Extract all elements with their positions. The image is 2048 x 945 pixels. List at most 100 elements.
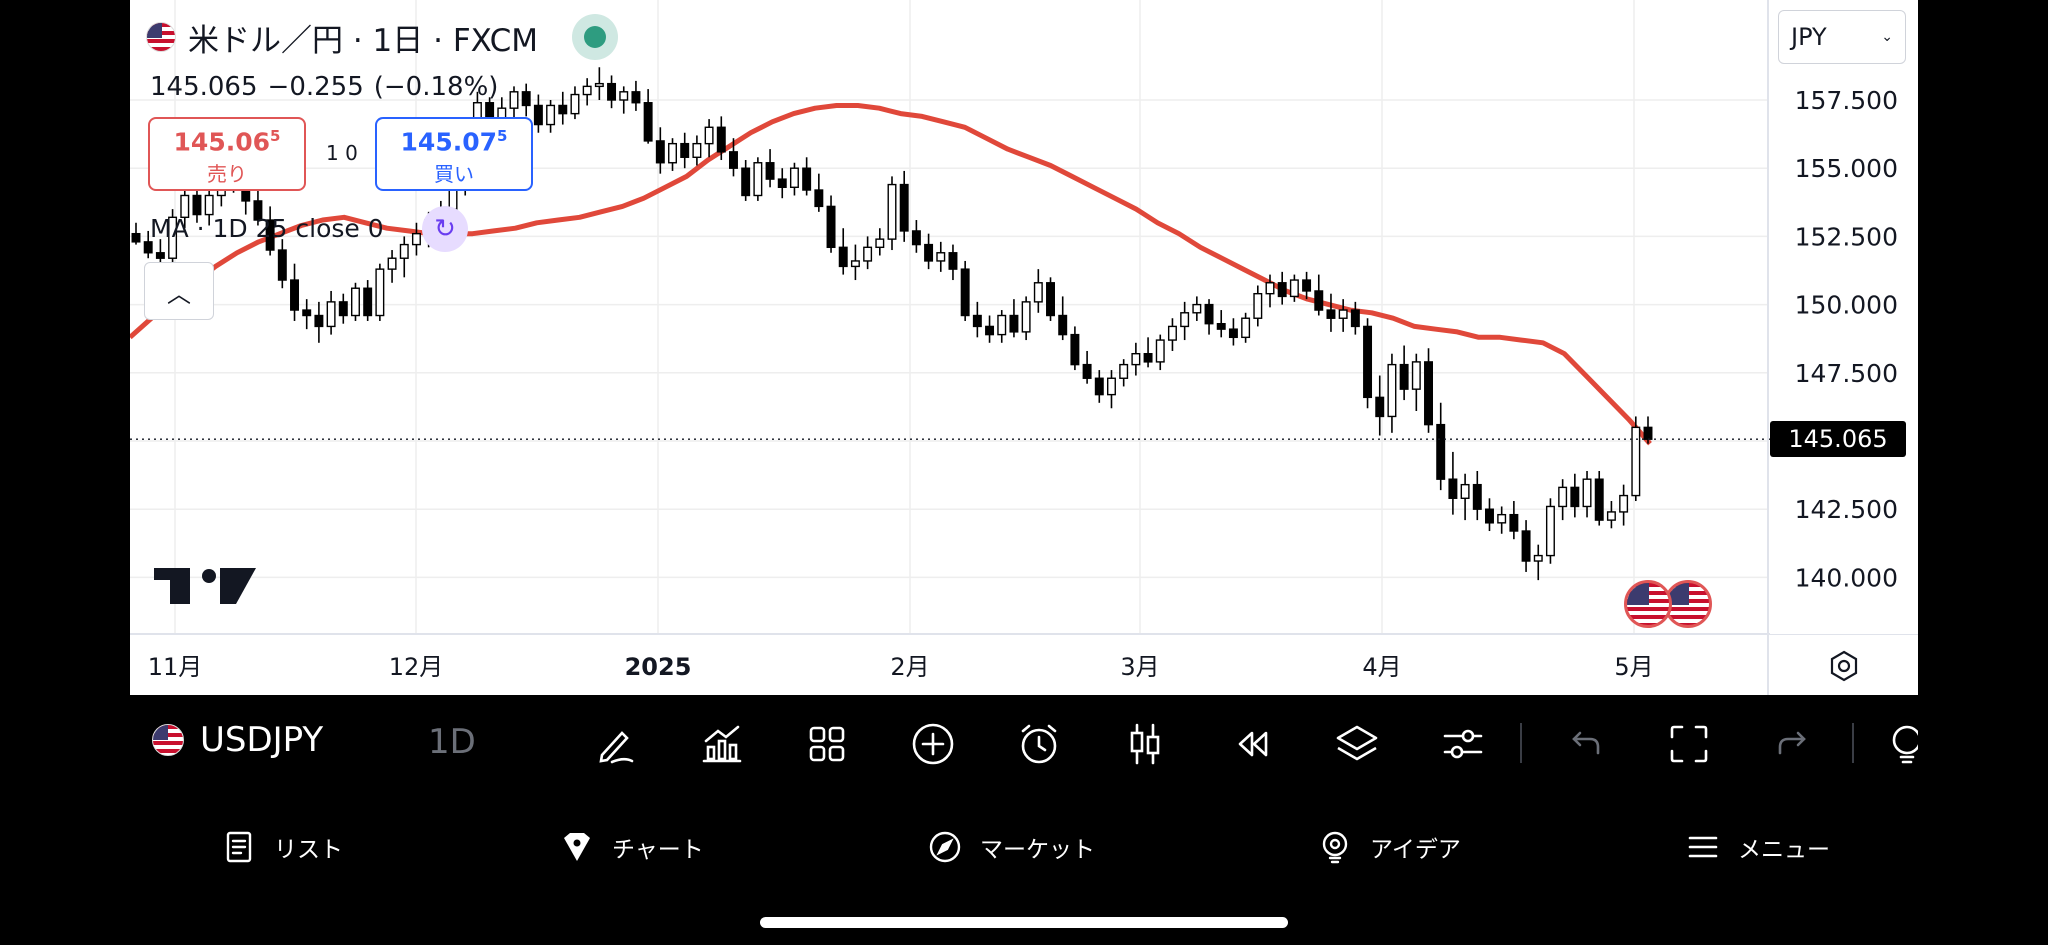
replay-icon[interactable] [1228, 721, 1274, 767]
candle[interactable] [1338, 299, 1348, 332]
candle[interactable] [802, 157, 812, 196]
candle[interactable] [521, 83, 531, 117]
candle-type-icon[interactable] [1122, 721, 1168, 767]
candle[interactable] [558, 91, 568, 125]
candle[interactable] [631, 80, 641, 111]
candle[interactable] [1424, 348, 1433, 433]
candle[interactable] [338, 293, 348, 324]
candle[interactable] [1131, 342, 1141, 376]
candle[interactable] [1009, 299, 1019, 338]
undo-icon[interactable] [1560, 721, 1606, 767]
us-event-flag-icon[interactable] [1624, 580, 1672, 628]
candle[interactable] [1033, 269, 1043, 313]
candle[interactable] [1107, 370, 1116, 409]
candle[interactable] [899, 170, 909, 242]
candle[interactable] [997, 310, 1007, 343]
candle[interactable] [1046, 277, 1055, 321]
ma-indicator-legend[interactable]: MA · 1D 25 close 0 [150, 214, 384, 243]
candle[interactable] [1411, 353, 1421, 411]
nav-list[interactable]: リスト [222, 830, 343, 864]
chart-settings-icon[interactable] [1828, 650, 1860, 682]
collapse-legend-button[interactable]: ︿ [144, 262, 214, 320]
candle[interactable] [1631, 416, 1641, 502]
candle[interactable] [777, 168, 787, 199]
candle[interactable] [387, 250, 397, 283]
candle[interactable] [753, 157, 763, 201]
candle[interactable] [716, 116, 726, 161]
candle[interactable] [314, 301, 324, 343]
candle[interactable] [546, 100, 556, 133]
candle[interactable] [692, 135, 702, 166]
candle[interactable] [741, 160, 751, 201]
candle[interactable] [1606, 501, 1616, 529]
candle[interactable] [509, 86, 519, 120]
candle[interactable] [351, 282, 360, 321]
candle[interactable] [948, 244, 958, 281]
candle[interactable] [789, 162, 799, 196]
candle[interactable] [168, 209, 178, 264]
candle[interactable] [680, 132, 690, 169]
candle[interactable] [1497, 506, 1507, 534]
candle[interactable] [1216, 310, 1226, 338]
candle[interactable] [1582, 471, 1592, 518]
candle[interactable] [838, 228, 848, 275]
layers-icon[interactable] [1334, 721, 1380, 767]
candle[interactable] [1472, 471, 1482, 521]
candle[interactable] [399, 236, 409, 278]
candle[interactable] [1387, 353, 1397, 433]
candle[interactable] [960, 260, 970, 321]
candle[interactable] [826, 195, 836, 253]
chart-area[interactable]: 157.500 155.000 152.500 150.000 147.500 142.5… [130, 0, 1918, 695]
symbol-search-button[interactable]: USDJPY [152, 720, 323, 760]
candle[interactable] [1314, 274, 1324, 316]
candle[interactable] [265, 206, 275, 256]
candle[interactable] [1363, 318, 1373, 409]
candle[interactable] [1058, 296, 1068, 341]
candle[interactable] [1375, 375, 1385, 436]
candle[interactable] [1436, 402, 1446, 491]
candle[interactable] [1021, 296, 1031, 341]
candle[interactable] [1094, 370, 1104, 403]
candle[interactable] [582, 78, 592, 106]
currency-select[interactable]: JPY ⌄ [1778, 10, 1906, 64]
redo-icon[interactable] [1772, 721, 1818, 767]
candle[interactable] [570, 86, 580, 120]
candle[interactable] [1204, 299, 1214, 335]
candle[interactable] [765, 149, 775, 188]
candle[interactable] [1241, 312, 1251, 343]
candle[interactable] [1155, 334, 1165, 371]
candle[interactable] [1399, 345, 1409, 401]
candle[interactable] [1326, 293, 1336, 332]
candle[interactable] [704, 119, 714, 158]
candle[interactable] [1070, 326, 1080, 371]
symbol-legend[interactable]: 米ドル／円 · 1日 · FXCM [146, 14, 619, 60]
add-icon[interactable] [910, 721, 956, 767]
candle[interactable] [655, 127, 665, 174]
candle[interactable] [1289, 274, 1299, 302]
economic-events[interactable] [1624, 580, 1714, 630]
nav-menu[interactable]: メニュー [1686, 830, 1830, 864]
candle[interactable] [1265, 274, 1275, 308]
candle[interactable] [911, 220, 921, 253]
candle[interactable] [277, 239, 287, 289]
ma-line[interactable] [130, 103, 1652, 446]
candle[interactable] [985, 315, 995, 343]
candle[interactable] [668, 138, 677, 171]
candle[interactable] [607, 75, 617, 109]
candle[interactable] [936, 241, 946, 272]
fullscreen-icon[interactable] [1666, 721, 1712, 767]
nav-chart[interactable]: チャート [560, 830, 704, 864]
candle[interactable] [1533, 544, 1543, 581]
market-open-status-icon[interactable] [572, 14, 619, 60]
candle[interactable] [1509, 501, 1519, 540]
price-chart[interactable]: 157.500 155.000 152.500 150.000 147.500 142.5… [130, 0, 1918, 695]
alert-icon[interactable] [1016, 721, 1062, 767]
candle[interactable] [326, 290, 336, 335]
candle[interactable] [875, 228, 885, 256]
candle[interactable] [1350, 301, 1360, 335]
candle[interactable] [143, 230, 153, 259]
candle[interactable] [1143, 337, 1153, 368]
indicators-icon[interactable] [698, 721, 744, 767]
interval-button[interactable]: 1D [428, 722, 476, 762]
nav-ideas[interactable]: アイデア [1318, 830, 1461, 864]
